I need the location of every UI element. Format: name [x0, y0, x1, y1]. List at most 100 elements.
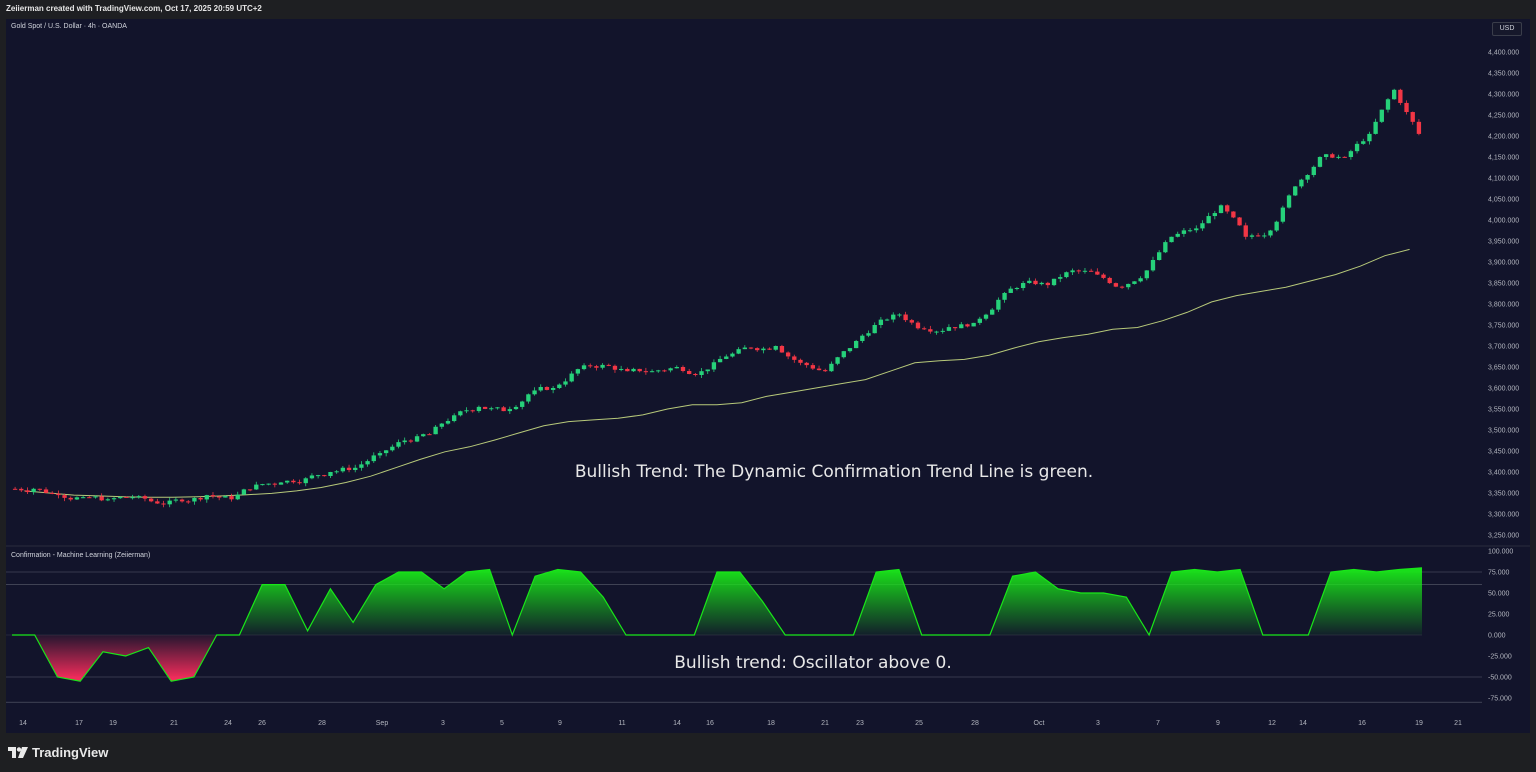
- price-tick-label: 3,700.000: [1488, 344, 1519, 351]
- time-tick-label: 14: [673, 720, 681, 727]
- time-tick-label: 9: [558, 720, 562, 727]
- time-tick-label: 18: [767, 720, 775, 727]
- candle-body: [62, 495, 67, 498]
- candle-body: [520, 401, 525, 407]
- candle-body: [315, 475, 321, 477]
- indicator-title[interactable]: Confirmation - Machine Learning (Zeiierm…: [11, 552, 151, 559]
- candle-body: [12, 488, 18, 490]
- candle-body: [656, 370, 661, 372]
- price-tick-label: 4,200.000: [1488, 134, 1519, 141]
- candle-body: [1194, 228, 1199, 231]
- oscillator-tick-label: -25.000: [1488, 654, 1512, 661]
- candle-body: [93, 496, 98, 498]
- candle-body: [742, 347, 747, 350]
- candle-body: [1157, 252, 1162, 260]
- candle-body: [755, 348, 760, 351]
- price-tick-label: 3,600.000: [1488, 386, 1519, 393]
- candle-body: [1181, 230, 1187, 234]
- price-tick-label: 3,350.000: [1488, 491, 1519, 498]
- time-tick-label: 26: [258, 720, 266, 727]
- candle-body: [390, 446, 395, 451]
- candle-body: [674, 367, 679, 369]
- candle-body: [136, 496, 141, 498]
- time-tick-label: 9: [1216, 720, 1220, 727]
- candle-body: [1274, 221, 1279, 231]
- candle-body: [1317, 157, 1323, 167]
- chart-frame[interactable]: 4,400.000 4,350.000 4,300.000 4,250.000 4,20…: [6, 19, 1530, 733]
- candle-body: [167, 500, 172, 505]
- time-tick-label: 23: [856, 720, 864, 727]
- oscillator-tick-label: -75.000: [1488, 696, 1512, 703]
- candle-body: [785, 352, 791, 357]
- candle-body: [1095, 271, 1100, 275]
- price-tick-label: 4,350.000: [1488, 71, 1519, 78]
- candle-body: [1218, 205, 1224, 214]
- candle-body: [693, 373, 698, 376]
- candle-body: [748, 347, 754, 349]
- candle-body: [983, 314, 989, 319]
- candle-body: [1051, 278, 1057, 286]
- symbol-title[interactable]: Gold Spot / U.S. Dollar · 4h · OANDA: [11, 23, 127, 30]
- tradingview-logo[interactable]: TradingView: [8, 745, 108, 760]
- candle-body: [544, 387, 550, 390]
- currency-button[interactable]: USD: [1492, 22, 1522, 36]
- price-tick-label: 3,550.000: [1488, 407, 1519, 414]
- candle-body: [1323, 154, 1329, 157]
- time-tick-label: 3: [1096, 720, 1100, 727]
- candle-body: [829, 363, 834, 372]
- candle-body: [99, 496, 104, 501]
- time-tick-label: 21: [1454, 720, 1462, 727]
- candle-body: [1225, 205, 1230, 212]
- candle-body: [439, 423, 444, 427]
- price-tick-label: 4,100.000: [1488, 176, 1519, 183]
- time-tick-label: 28: [971, 720, 979, 727]
- candle-body: [588, 365, 593, 367]
- candle-body: [940, 330, 945, 332]
- candle-body: [229, 496, 234, 500]
- candle-body: [1416, 121, 1422, 134]
- candle-body: [1045, 282, 1051, 286]
- candle-body: [1088, 270, 1094, 272]
- candle-body: [37, 488, 42, 490]
- candle-body: [563, 381, 568, 385]
- time-tick-label: Sep: [376, 720, 389, 727]
- oscillator-tick-label: 25.000: [1488, 612, 1510, 619]
- candle-body: [1070, 270, 1075, 273]
- time-axis: 14 17 19 21 24 26 28 Sep 3 5 9 11 14 16 18 21 23 25 28 Oct 3…: [19, 720, 1462, 727]
- candle-body: [1200, 223, 1205, 229]
- footer: TradingView: [0, 733, 1536, 772]
- candle-body: [847, 348, 853, 352]
- candle-body: [532, 390, 537, 395]
- candle-body: [884, 319, 890, 321]
- candle-body: [445, 421, 451, 424]
- oscillator-tick-label: 100.000: [1488, 549, 1513, 556]
- candle-body: [1082, 270, 1088, 272]
- candle-body: [1076, 270, 1081, 272]
- candle-body: [1373, 121, 1378, 134]
- candle-body: [668, 368, 673, 371]
- candle-body: [1027, 280, 1032, 283]
- candle-body: [148, 498, 154, 502]
- candle-body: [1113, 283, 1119, 287]
- candle-body: [272, 483, 277, 485]
- candle-body: [1330, 154, 1335, 158]
- chart-canvas[interactable]: 4,400.000 4,350.000 4,300.000 4,250.000 4,20…: [6, 19, 1530, 733]
- price-tick-label: 4,050.000: [1488, 197, 1519, 204]
- candle-body: [767, 348, 772, 350]
- candle-body: [631, 368, 636, 372]
- candle-body: [1299, 179, 1304, 187]
- candle-body: [649, 371, 655, 373]
- candle-body: [501, 407, 506, 412]
- candle-body: [977, 318, 982, 323]
- price-tick-label: 3,950.000: [1488, 239, 1519, 246]
- candle-body: [198, 497, 203, 500]
- price-tick-label: 3,900.000: [1488, 260, 1519, 267]
- time-tick-label: 5: [500, 720, 504, 727]
- candle-body: [952, 327, 958, 329]
- candle-body: [1020, 283, 1026, 289]
- time-tick-label: 3: [441, 720, 445, 727]
- candle-body: [427, 434, 432, 436]
- candle-body: [1342, 156, 1347, 158]
- dynamic-confirmation-trend-line: [24, 248, 1410, 498]
- candle-body: [507, 409, 512, 412]
